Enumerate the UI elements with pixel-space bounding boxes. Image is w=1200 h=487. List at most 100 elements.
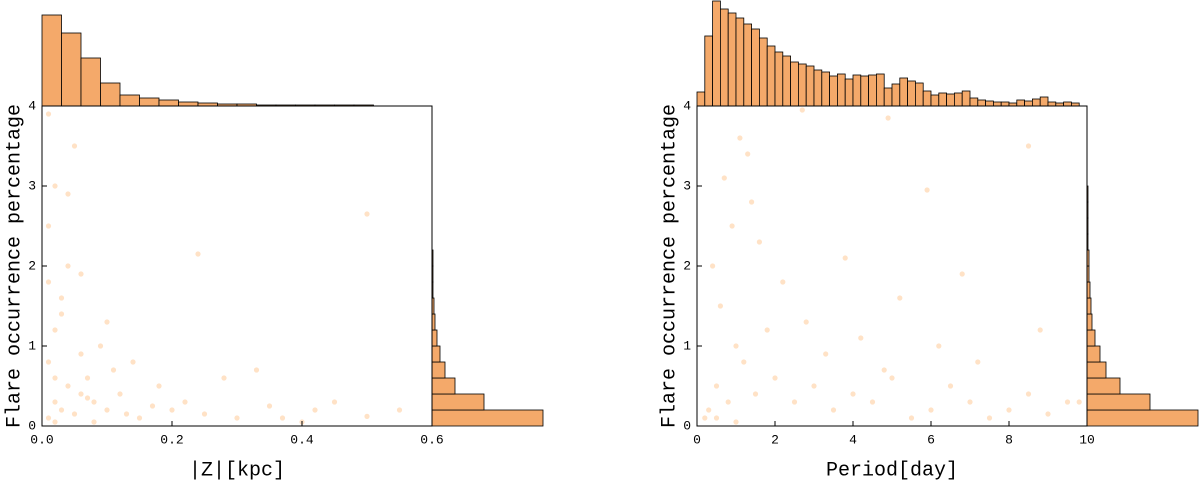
scatter-point [130, 359, 136, 365]
scatter-point [924, 187, 930, 193]
scatter-point [936, 343, 942, 349]
x-tick-label: 0.2 [160, 432, 183, 447]
top-hist-bar [743, 23, 752, 107]
scatter-point [58, 295, 65, 301]
top-hist-bar [993, 101, 1002, 107]
scatter-point [803, 319, 809, 325]
right-hist-bar [1086, 409, 1199, 427]
top-hist-bar [899, 77, 908, 107]
top-hist-bar [1016, 99, 1025, 107]
y-tick-label: 4 [683, 98, 691, 113]
right-hist-bar [431, 393, 485, 411]
scatter-point [729, 223, 735, 229]
top-hist-bar [961, 90, 971, 107]
top-hist-bar [61, 32, 82, 107]
top-hist-bar [798, 63, 807, 107]
right-hist-bar [431, 329, 438, 347]
scatter-point [195, 251, 201, 257]
scatter-point [364, 211, 370, 217]
scatter-point [986, 415, 993, 421]
scatter-point [364, 413, 370, 419]
top-hist-bar [860, 75, 869, 107]
top-hist-bar [1039, 96, 1049, 107]
scatter-point [65, 383, 71, 389]
scatter-point [772, 375, 778, 381]
scatter-point [266, 403, 273, 409]
scatter-point [279, 415, 286, 421]
top-hist-bar [41, 14, 62, 107]
scatter-point [52, 419, 58, 425]
scatter-point [706, 407, 712, 413]
top-hist-bar [139, 97, 160, 107]
scatter-point [749, 199, 755, 205]
top-hist-bar [891, 83, 901, 107]
top-hist-bar [1024, 100, 1033, 107]
scatter-point [104, 319, 110, 325]
scatter-point [1025, 143, 1032, 149]
top-hist-bar [696, 91, 706, 107]
x-tick-label: 10 [1079, 432, 1095, 447]
scatter-point [45, 111, 52, 117]
y-tick-label: 1 [28, 338, 36, 353]
top-hist-bar [805, 65, 815, 107]
scatter-point [91, 399, 97, 405]
right-hist-bar [431, 409, 544, 427]
scatter-point [737, 135, 743, 141]
scatter-point [717, 303, 724, 309]
top-hist-bar [907, 80, 916, 107]
scatter-point [58, 311, 65, 317]
scatter-point [745, 151, 751, 157]
right-hist-bar [431, 377, 456, 395]
scatter-point [156, 383, 162, 389]
top-hist-bar [977, 99, 986, 107]
top-hist-bar [915, 82, 924, 107]
scatter-point [149, 403, 156, 409]
scatter-point [799, 107, 805, 113]
right-hist-bar [1086, 345, 1101, 363]
x-tick-label: 4 [849, 432, 857, 447]
y-axis-label: Flare occurrence percentage [658, 104, 681, 428]
top-hist-bar [985, 100, 994, 107]
top-hist-bar [876, 73, 885, 107]
scatter-point [713, 383, 720, 389]
scatter-point [97, 343, 104, 349]
x-tick-label: 2 [771, 432, 779, 447]
scatter-point [947, 383, 954, 389]
scatter-point [752, 391, 759, 397]
top-hist-bar [80, 57, 101, 107]
scatter-point [1025, 391, 1032, 397]
scatter-point [702, 415, 708, 421]
x-tick-label: 8 [1005, 432, 1013, 447]
top-hist-bar [868, 74, 877, 107]
top-hist-bar [969, 97, 979, 107]
scatter-point [1045, 411, 1051, 417]
scatter-point [733, 419, 739, 425]
scatter-point [45, 359, 52, 365]
scatter-point [104, 407, 110, 413]
scatter-point [110, 367, 117, 373]
scatter-point [721, 175, 727, 181]
scatter-point [975, 359, 981, 365]
top-hist-bar [119, 94, 140, 107]
scatter-point [959, 271, 965, 277]
scatter-point [84, 375, 91, 381]
scatter-point [123, 411, 130, 417]
top-hist-bar [766, 45, 776, 107]
top-hist-bar [954, 92, 963, 107]
right-hist-bar [1086, 361, 1107, 379]
y-tick-label: 0 [683, 418, 691, 433]
scatter-point [234, 415, 240, 421]
scatter-point [117, 391, 123, 397]
y-tick-label: 4 [28, 98, 36, 113]
scatter-point [221, 375, 227, 381]
right-hist-bar [431, 345, 441, 363]
top-hist-bar [790, 61, 799, 107]
right-hist-bar [1086, 297, 1092, 315]
scatter-point [780, 279, 786, 285]
scatter-point [78, 351, 84, 357]
scatter-point [823, 351, 829, 357]
top-hist-bar [100, 82, 121, 107]
top-hist-bar [759, 37, 768, 107]
x-axis-label: |Z|[kpc] [189, 459, 285, 482]
